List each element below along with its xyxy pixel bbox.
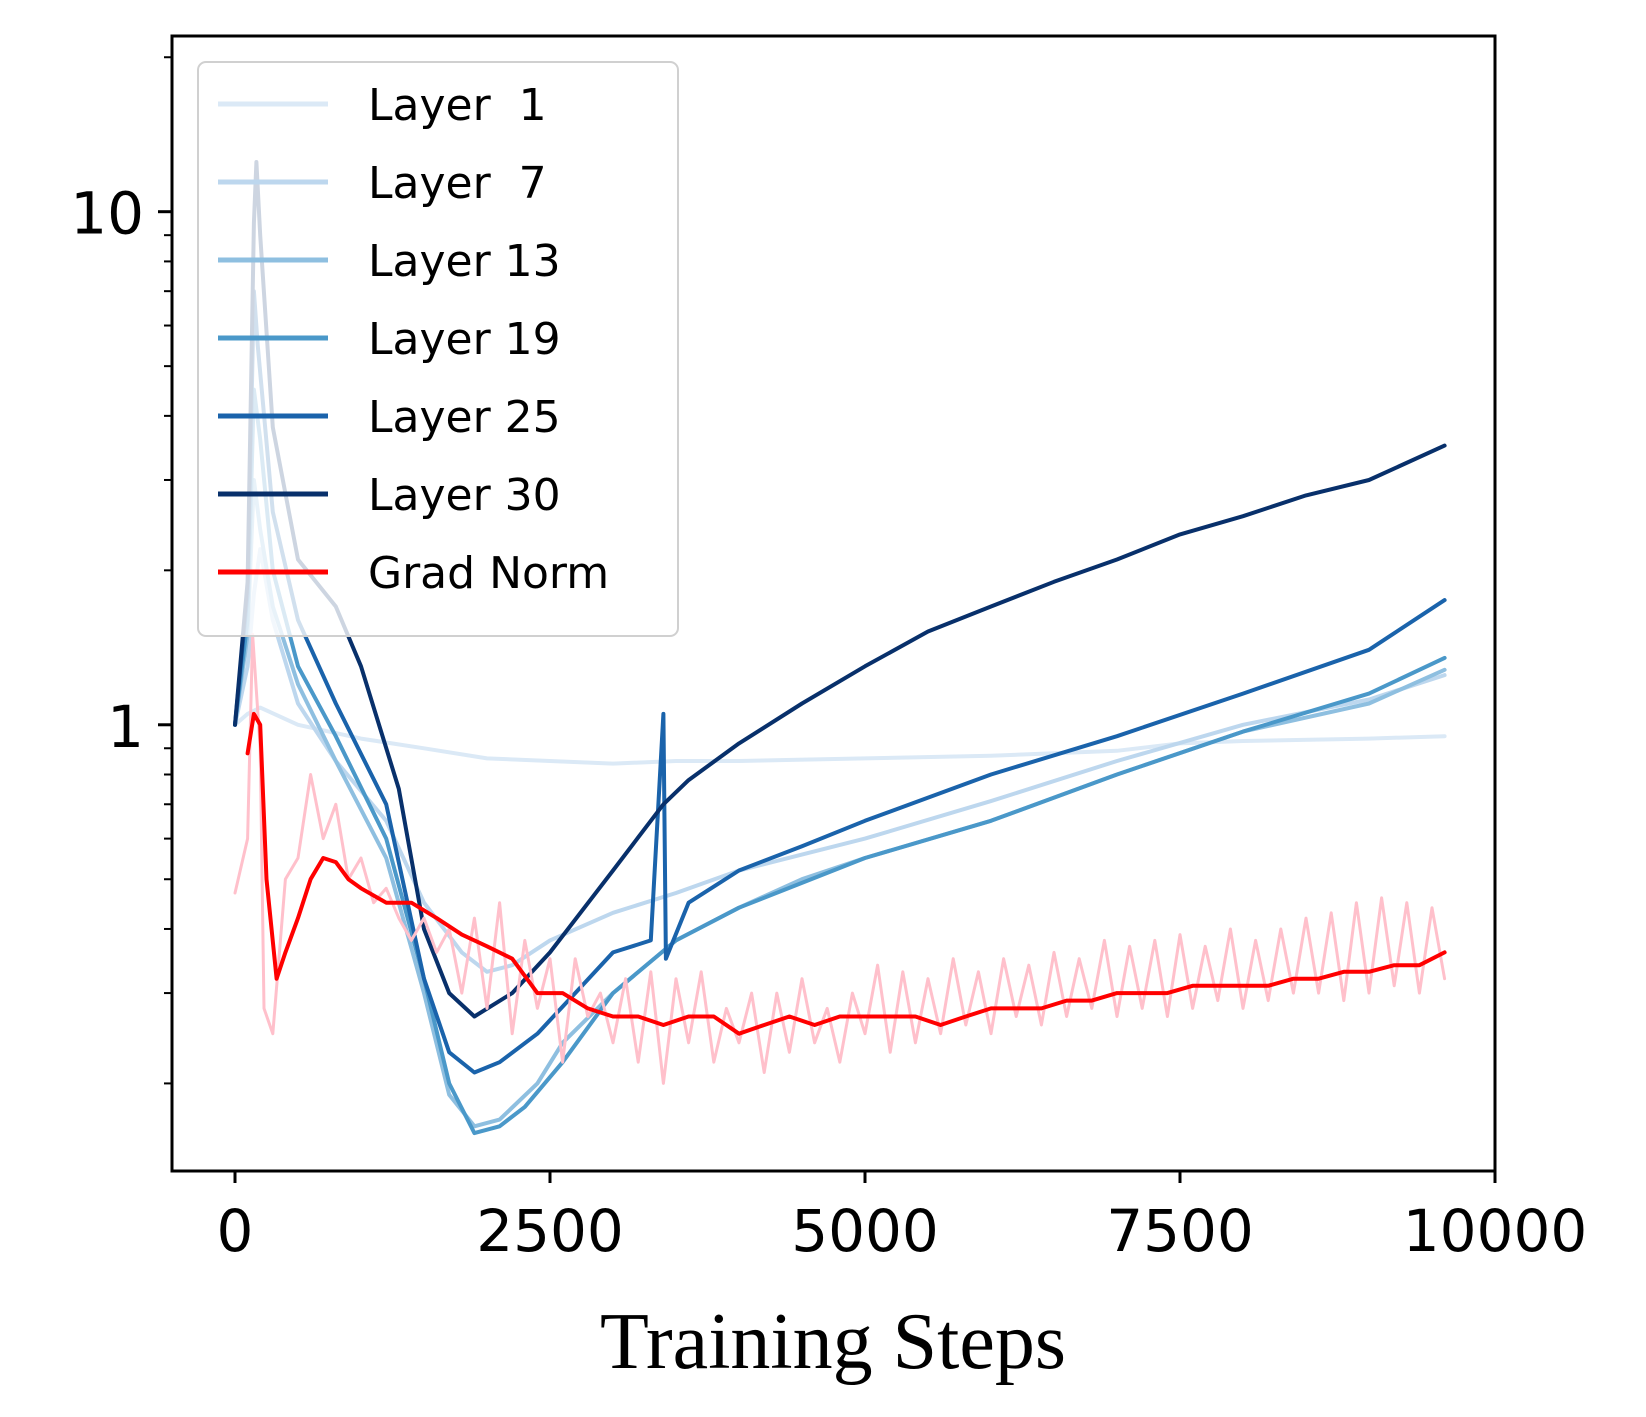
- legend-label-4: Layer 25: [368, 392, 561, 443]
- series-line-6: [233, 632, 1447, 1085]
- legend-label-5: Layer 30: [368, 470, 561, 521]
- legend-label-2: Layer 13: [368, 236, 561, 287]
- x-tick-label-2: 5000: [791, 1197, 939, 1265]
- y-tick-label-1: 10: [70, 180, 144, 248]
- series-line-7: [245, 711, 1447, 1036]
- legend-label-1: Layer 7: [368, 158, 547, 209]
- axes: 0 2500 5000 7500 10000 1 10: [70, 56, 1588, 1265]
- legend-label-3: Layer 19: [368, 314, 561, 365]
- x-tick-label-1: 2500: [476, 1197, 624, 1265]
- x-tick-label-4: 10000: [1403, 1197, 1588, 1265]
- x-tick-label-0: 0: [217, 1197, 254, 1265]
- x-axis-title: Training Steps: [600, 1298, 1066, 1386]
- y-tick-label-0: 1: [107, 693, 144, 761]
- series-line-0: [233, 705, 1447, 766]
- legend: Layer 1 Layer 7 Layer 13 Layer 19 Layer 25 La…: [197, 61, 679, 637]
- legend-label-6: Grad Norm: [368, 548, 609, 599]
- x-tick-label-3: 7500: [1106, 1197, 1254, 1265]
- legend-label-0: Layer 1: [368, 80, 547, 131]
